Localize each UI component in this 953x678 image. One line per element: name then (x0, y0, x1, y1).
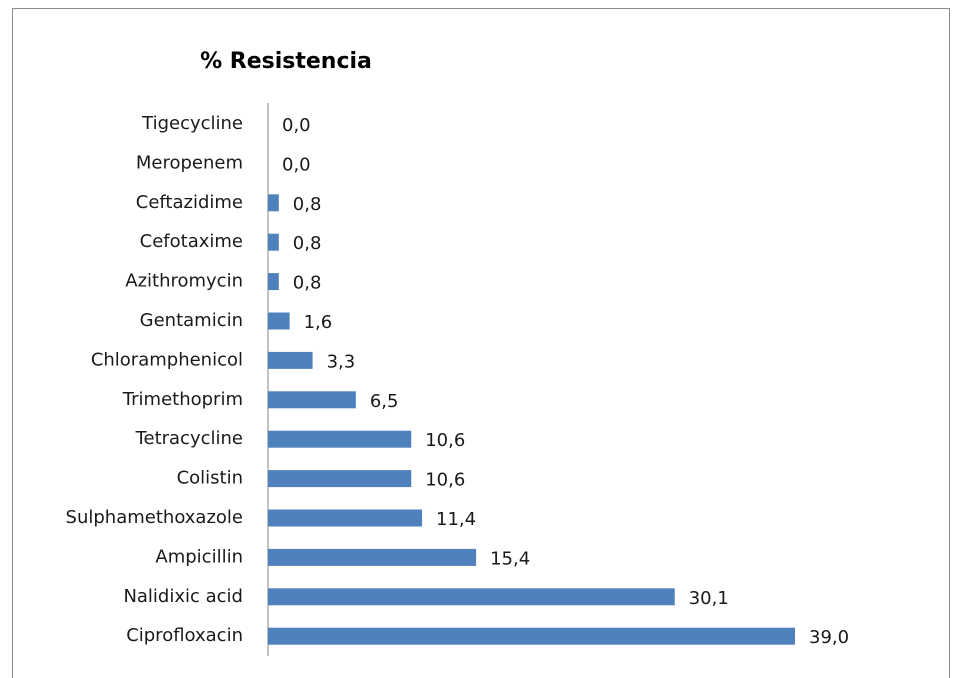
chart-title: % Resistencia (200, 49, 372, 74)
y-tick-label: Gentamicin (140, 310, 243, 331)
bar (268, 351, 313, 369)
bar (268, 391, 356, 409)
data-label: 1,6 (304, 312, 333, 333)
bar (268, 312, 290, 330)
bar (268, 509, 423, 527)
y-tick-label: Sulphamethoxazole (66, 507, 243, 528)
bar (268, 627, 795, 645)
y-tick-label: Colistin (177, 468, 243, 489)
y-tick-label: Ceftazidime (136, 192, 243, 213)
data-label: 0,8 (293, 273, 322, 294)
data-label: 6,5 (370, 391, 399, 412)
bar (268, 430, 412, 448)
y-tick-label: Meropenem (136, 152, 243, 173)
y-tick-label: Ciprofloxacin (126, 625, 243, 646)
data-label: 0,8 (293, 194, 322, 215)
data-label: 10,6 (425, 430, 465, 451)
bar (268, 273, 279, 291)
chart-frame (12, 8, 950, 678)
y-tick-label: Azithromycin (125, 271, 243, 292)
bar (268, 233, 279, 251)
y-tick-label: Chloramphenicol (91, 349, 243, 370)
data-label: 10,6 (425, 470, 465, 491)
data-label: 11,4 (436, 509, 476, 530)
data-label: 0,0 (282, 115, 311, 136)
bar (268, 470, 412, 488)
data-label: 3,3 (327, 351, 356, 372)
bar (268, 588, 675, 606)
y-tick-label: Trimethoprim (122, 389, 243, 410)
y-tick-label: Nalidixic acid (123, 586, 243, 607)
bar (268, 548, 477, 566)
y-tick-label: Tigecycline (141, 113, 243, 134)
data-label: 0,0 (282, 154, 311, 175)
y-tick-label: Cefotaxime (140, 231, 243, 252)
data-label: 30,1 (689, 588, 729, 609)
bar (268, 194, 279, 212)
data-label: 39,0 (809, 627, 849, 648)
data-label: 0,8 (293, 233, 322, 254)
y-tick-label: Ampicillin (155, 546, 243, 567)
data-label: 15,4 (490, 548, 530, 569)
y-tick-label: Tetracycline (135, 428, 243, 449)
